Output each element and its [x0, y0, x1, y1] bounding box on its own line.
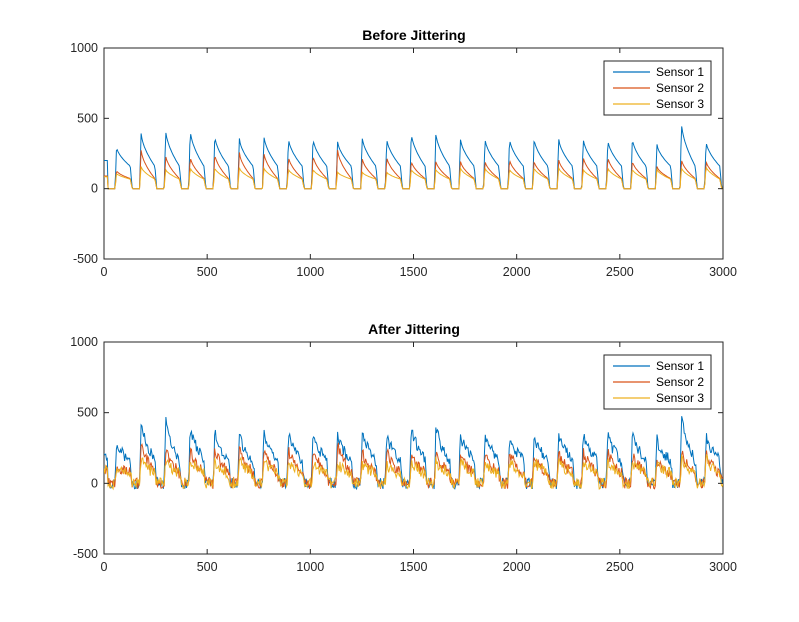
subplot-after-jittering: After Jittering 0 500 1000 1500 2000 2500 3000…: [70, 321, 737, 574]
x-tick-label: 500: [197, 265, 218, 279]
x-tick-label: 2000: [503, 560, 531, 574]
chart-title-before: Before Jittering: [362, 27, 465, 43]
legend-after[interactable]: Sensor 1 Sensor 2 Sensor 3: [603, 354, 712, 410]
x-tick-label: 500: [197, 560, 218, 574]
y-tick-label: 500: [77, 406, 98, 420]
subplot-before-jittering: Before Jittering 0 500 1000 1500 2000 2500 300…: [70, 27, 737, 279]
legend-label-sensor-2-after: Sensor 2: [656, 375, 704, 389]
series-group-before: [104, 126, 723, 190]
legend-label-sensor-2-before: Sensor 2: [656, 81, 704, 95]
series-line-sensor-3-after: [104, 453, 723, 491]
x-tick-label: 2500: [606, 560, 634, 574]
x-tick-label: 0: [101, 265, 108, 279]
x-tick-label: 3000: [709, 560, 737, 574]
legend-label-sensor-1-before: Sensor 1: [656, 65, 704, 79]
x-tick-label: 3000: [709, 265, 737, 279]
series-group-after: [104, 416, 723, 491]
y-tick-label: 0: [91, 182, 98, 196]
y-tick-label: 500: [77, 111, 98, 125]
x-tick-label: 1000: [296, 265, 324, 279]
y-tick-label: 1000: [70, 335, 98, 349]
y-tick-label: 0: [91, 476, 98, 490]
series-line-sensor-3-before: [104, 166, 723, 190]
legend-label-sensor-3-after: Sensor 3: [656, 391, 704, 405]
x-tick-label: 0: [101, 560, 108, 574]
chart-title-after: After Jittering: [368, 321, 460, 337]
legend-label-sensor-3-before: Sensor 3: [656, 97, 704, 111]
y-tick-label: -500: [73, 547, 98, 561]
y-tick-label: 1000: [70, 41, 98, 55]
x-tick-label: 1500: [400, 265, 428, 279]
x-tick-label: 2500: [606, 265, 634, 279]
y-tick-label: -500: [73, 252, 98, 266]
legend-label-sensor-1-after: Sensor 1: [656, 359, 704, 373]
x-tick-label: 1500: [400, 560, 428, 574]
legend-before[interactable]: Sensor 1 Sensor 2 Sensor 3: [603, 60, 712, 116]
x-tick-label: 1000: [296, 560, 324, 574]
x-tick-label: 2000: [503, 265, 531, 279]
